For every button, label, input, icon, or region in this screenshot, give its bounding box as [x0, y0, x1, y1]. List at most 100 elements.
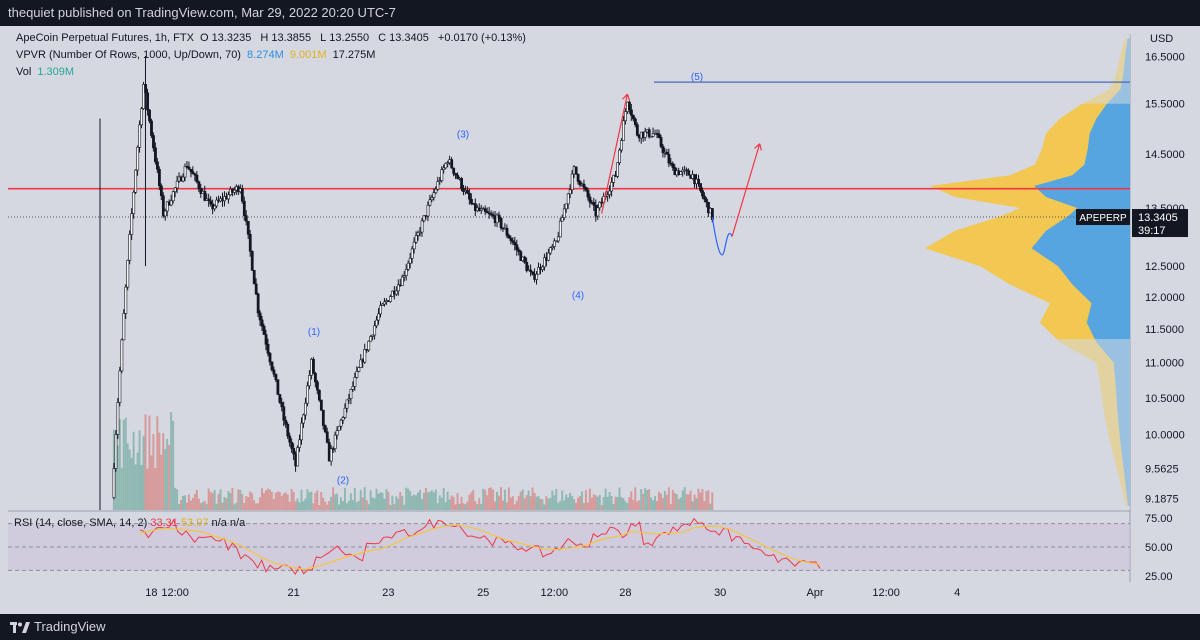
volume-bar — [164, 448, 167, 510]
candle-body — [679, 171, 683, 175]
candle-body — [651, 133, 655, 137]
candle-body — [643, 131, 647, 138]
candle-body — [181, 176, 185, 182]
candle-body — [440, 169, 444, 181]
candle-body — [416, 232, 420, 236]
volume-bar — [602, 497, 605, 510]
volume-bar — [424, 488, 427, 510]
chart-canvas[interactable]: (1) (2) (3) (4) (5) 16.5000 15.5000 14.5000 13.… — [0, 26, 1200, 614]
volume-bar — [251, 493, 254, 510]
volume-bar — [561, 490, 564, 510]
candle-body — [152, 135, 155, 149]
volume-bar — [345, 503, 348, 510]
volume-bar — [681, 490, 684, 510]
rsi-tick-label: 75.00 — [1145, 513, 1173, 525]
volume-bar — [197, 498, 200, 510]
volume-bar — [253, 500, 256, 510]
volume-bar — [310, 491, 313, 510]
forecast-wave-path[interactable] — [711, 216, 733, 256]
price-tick-label: 10.5000 — [1145, 393, 1185, 405]
candle-body — [667, 154, 671, 164]
volume-bar — [118, 419, 121, 510]
candle-body — [118, 370, 122, 403]
volume-bar — [669, 503, 672, 510]
volume-bar — [545, 496, 548, 510]
price-tick-label: 11.0000 — [1145, 358, 1184, 370]
candle-body — [250, 250, 254, 271]
symbol-tag-label: APEPERP — [1079, 213, 1127, 224]
volume-bar — [711, 492, 714, 510]
candle-body — [671, 163, 675, 168]
volume-bar — [571, 495, 574, 510]
volume-bar — [592, 494, 595, 510]
candle-body — [359, 359, 363, 368]
volume-bar — [458, 503, 461, 510]
volume-bar — [312, 503, 315, 510]
volume-bar — [667, 487, 670, 510]
volume-bar — [284, 492, 287, 510]
volume-bar — [211, 493, 214, 510]
candle-body — [491, 214, 495, 217]
candle-body — [701, 190, 704, 197]
volume-bar — [241, 493, 244, 510]
candle-body — [628, 101, 631, 111]
rsi-value: 33.31 — [150, 517, 178, 529]
candle-body — [707, 201, 710, 214]
vpvr-outside-shade-low — [1040, 339, 1130, 510]
volume-bar — [286, 494, 289, 510]
volume-bar — [318, 504, 321, 510]
volume-bar — [162, 433, 165, 510]
volume-bar — [683, 487, 686, 510]
candle-body — [215, 199, 219, 207]
volume-bar — [492, 489, 495, 510]
volume-bar — [462, 503, 465, 510]
volume-bar — [128, 449, 131, 510]
volume-bar — [484, 489, 487, 510]
volume-bar — [661, 498, 664, 510]
volume-bar — [227, 491, 230, 510]
footer-bar: TradingView — [0, 614, 1200, 640]
volume-bar — [302, 501, 305, 510]
volume-bar — [308, 492, 311, 510]
volume-bar — [205, 504, 208, 510]
candle-body — [112, 468, 116, 498]
last-price-value: 13.3405 — [1138, 212, 1178, 224]
candle-body — [383, 301, 386, 305]
volume-bar — [276, 491, 279, 510]
candle-body — [647, 129, 651, 137]
candle-body — [120, 339, 124, 372]
volume-bar — [517, 495, 520, 510]
volume-bar — [675, 494, 678, 510]
price-tick-label: 14.5000 — [1145, 149, 1185, 161]
candle-body — [610, 182, 614, 192]
candle-body — [582, 183, 586, 188]
volume-bar — [610, 496, 613, 510]
candle-body — [193, 173, 197, 176]
volume-bar — [180, 500, 183, 510]
volume-bar — [136, 452, 139, 510]
volume-bar — [282, 493, 285, 510]
candle-body — [418, 231, 422, 234]
forecast-arrow[interactable] — [731, 143, 761, 237]
candle-body — [588, 196, 592, 203]
candle-body — [314, 372, 317, 383]
volume-bar — [466, 501, 469, 510]
price-tick-label: 10.0000 — [1145, 430, 1185, 442]
volume-bar — [320, 491, 323, 510]
volume-bar — [166, 438, 169, 510]
volume-bar — [401, 496, 404, 510]
volume-bar — [509, 497, 512, 510]
symbol-title: ApeCoin Perpetual Futures, 1h, FTX — [16, 32, 194, 44]
price-tick-label: 12.5000 — [1145, 261, 1185, 273]
wave-5-arrow[interactable] — [601, 93, 628, 214]
candle-body — [317, 389, 321, 401]
volume-bar — [652, 500, 655, 510]
volume-bar — [411, 495, 414, 510]
price-pane[interactable] — [8, 34, 1130, 510]
volume-bar — [336, 493, 339, 510]
volume-bar — [134, 464, 137, 510]
volume-bar — [209, 491, 212, 510]
volume-bar — [195, 489, 198, 510]
candle-body — [622, 120, 625, 141]
candle-body — [369, 336, 373, 342]
